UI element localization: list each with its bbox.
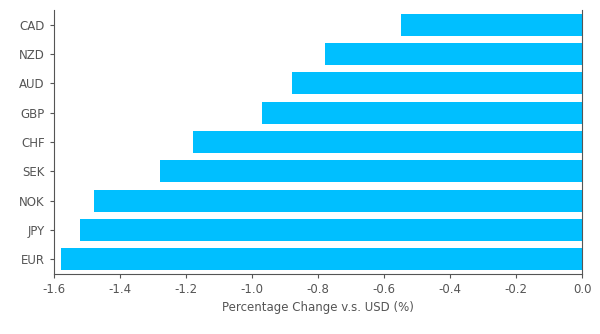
Bar xyxy=(401,14,582,36)
Bar xyxy=(262,102,582,124)
Bar xyxy=(80,219,582,241)
Bar xyxy=(292,72,582,94)
Bar xyxy=(160,160,582,182)
Bar xyxy=(61,248,582,270)
X-axis label: Percentage Change v.s. USD (%): Percentage Change v.s. USD (%) xyxy=(222,302,414,315)
Bar xyxy=(325,43,582,65)
Bar xyxy=(193,131,582,153)
Bar xyxy=(94,190,582,211)
